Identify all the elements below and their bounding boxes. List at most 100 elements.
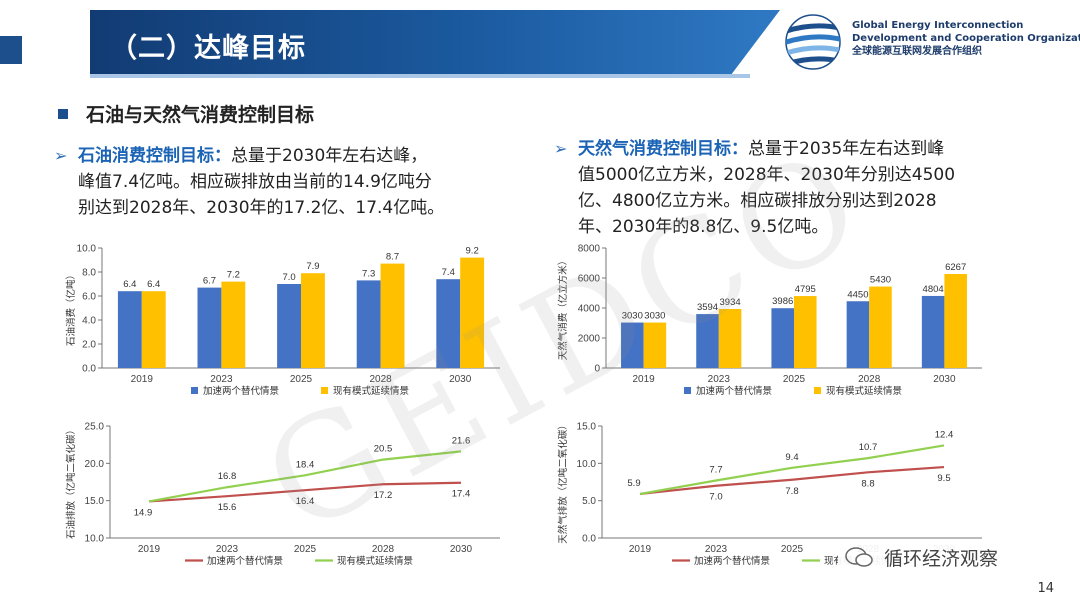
bar-value-label: 7.9 bbox=[306, 261, 319, 272]
bar-baseline bbox=[460, 257, 485, 368]
org-name-cn: 全球能源互联网发展合作组织 bbox=[852, 46, 982, 57]
bar-value-label: 3030 bbox=[622, 311, 643, 322]
y-axis-title: 石油排放（亿吨二氧化碳） bbox=[65, 425, 77, 539]
y-tick-label: 10.0 bbox=[577, 459, 597, 470]
title-banner bbox=[90, 10, 780, 74]
bar-value-label: 3934 bbox=[720, 297, 741, 308]
bar-baseline bbox=[643, 322, 667, 368]
point-value-label: 17.2 bbox=[374, 490, 393, 501]
legend-swatch bbox=[684, 387, 691, 394]
x-tick-label: 2025 bbox=[781, 544, 804, 555]
org-name-en-1: Global Energy Interconnection bbox=[852, 20, 1024, 31]
y-tick-label: 15.0 bbox=[577, 422, 597, 433]
bar-value-label: 6.7 bbox=[203, 276, 216, 287]
x-tick-label: 2030 bbox=[450, 544, 473, 555]
y-tick-label: 2000 bbox=[578, 334, 601, 345]
x-tick-label: 2023 bbox=[708, 374, 731, 385]
bar-value-label: 8.7 bbox=[386, 252, 399, 263]
x-tick-label: 2019 bbox=[138, 544, 161, 555]
series-line-accelerated bbox=[639, 465, 945, 496]
point-value-label: 18.4 bbox=[296, 459, 315, 470]
org-name: Global Energy Interconnection Developmen… bbox=[852, 19, 1080, 58]
y-tick-label: 8.0 bbox=[82, 268, 96, 279]
x-tick-label: 2019 bbox=[632, 374, 655, 385]
section-heading: 石油与天然气消费控制目标 bbox=[58, 100, 314, 127]
x-tick-label: 2030 bbox=[449, 374, 472, 385]
series-line-baseline bbox=[639, 444, 945, 496]
bar-accelerated bbox=[621, 322, 644, 368]
x-tick-label: 2025 bbox=[290, 374, 313, 385]
bar-accelerated bbox=[921, 295, 945, 368]
y-tick-label: 4.0 bbox=[82, 316, 96, 327]
bar-value-label: 6.4 bbox=[123, 279, 136, 290]
x-tick-label: 2023 bbox=[210, 374, 233, 385]
oil-target-label: 石油消费控制目标： bbox=[78, 146, 231, 166]
gas-consumption-chart: 0 2000 4000 6000 8000 2019 2023 2025 2028 2030 天然气… bbox=[557, 244, 982, 396]
bar-baseline bbox=[718, 308, 742, 368]
oil-emission-chart: 10.0 15.0 20.0 25.0 2019 2023 2025 2028 2030 石油排放… bbox=[65, 422, 500, 567]
bar-baseline bbox=[221, 281, 246, 368]
oil-target-line1: 总量于2030年左右达峰， bbox=[231, 146, 428, 166]
bar-accelerated bbox=[356, 280, 381, 368]
gas-target-label: 天然气消费控制目标： bbox=[578, 139, 748, 159]
y-axis-title: 天然气排放（亿吨二氧化碳） bbox=[557, 420, 569, 544]
page-title: （二）达峰目标 bbox=[110, 33, 306, 64]
gas-target-line2: 值5000亿立方米，2028年、2030年分别达4500 bbox=[578, 165, 956, 185]
point-value-label: 10.7 bbox=[859, 442, 878, 453]
series-line-accelerated bbox=[148, 481, 462, 503]
x-tick-label: 2019 bbox=[131, 374, 154, 385]
x-tick-label: 2023 bbox=[705, 544, 728, 555]
bar-value-label: 7.0 bbox=[282, 272, 295, 283]
bar-baseline bbox=[141, 291, 166, 368]
y-tick-label: 6.0 bbox=[82, 292, 96, 303]
series-line-baseline bbox=[148, 450, 462, 503]
arrow-bullet-icon: ➢ bbox=[54, 146, 68, 165]
bar-value-label: 5430 bbox=[870, 275, 891, 286]
point-value-label: 16.8 bbox=[218, 471, 237, 482]
arrow-bullet-icon: ➢ bbox=[554, 139, 568, 158]
title-underline bbox=[90, 74, 750, 78]
x-tick-label: 2028 bbox=[858, 374, 881, 385]
point-value-label: 9.4 bbox=[785, 452, 798, 463]
point-value-label: 15.6 bbox=[218, 502, 237, 513]
x-tick-label: 2028 bbox=[369, 374, 392, 385]
oil-target-line3: 别达到2028年、2030年的17.2亿、17.4亿吨。 bbox=[78, 198, 445, 218]
bar-value-label: 7.3 bbox=[362, 268, 375, 279]
bar-accelerated bbox=[117, 291, 142, 368]
y-axis-title: 天然气消费（亿立方米） bbox=[557, 256, 569, 361]
bar-value-label: 3986 bbox=[772, 296, 793, 307]
bar-accelerated bbox=[277, 284, 301, 368]
y-tick-label: 10.0 bbox=[85, 534, 105, 545]
gas-target-line1: 总量于2035年左右达到峰 bbox=[748, 139, 945, 159]
bar-value-label: 3594 bbox=[697, 302, 718, 313]
gas-target-text: ➢ 天然气消费控制目标：总量于2035年左右达到峰 值5000亿立方米，2028… bbox=[554, 136, 1058, 240]
y-tick-label: 0.0 bbox=[82, 364, 96, 375]
gas-target-line3: 亿、4800亿立方米。相应碳排放分别达到2028 bbox=[578, 191, 937, 211]
y-tick-label: 2.0 bbox=[82, 340, 96, 351]
bar-baseline bbox=[869, 286, 892, 368]
point-value-label: 14.9 bbox=[134, 507, 153, 518]
bar-accelerated bbox=[696, 314, 719, 368]
org-name-en-2: Development and Cooperation Organization bbox=[852, 33, 1080, 44]
bar-accelerated bbox=[197, 287, 222, 368]
y-tick-label: 0.0 bbox=[582, 534, 596, 545]
section-title: 石油与天然气消费控制目标 bbox=[86, 104, 315, 126]
bar-baseline bbox=[944, 273, 967, 368]
legend-label: 现有模式延续情景 bbox=[333, 385, 409, 396]
legend-label: 加速两个替代情景 bbox=[203, 385, 279, 396]
x-tick-label: 2019 bbox=[629, 544, 652, 555]
x-tick-label: 2028 bbox=[372, 544, 395, 555]
bar-value-label: 7.4 bbox=[442, 267, 455, 278]
bar-value-label: 4450 bbox=[847, 289, 868, 300]
bar-accelerated bbox=[846, 301, 870, 368]
bar-accelerated bbox=[436, 279, 461, 368]
x-tick-label: 2030 bbox=[933, 374, 956, 385]
bar-value-label: 4804 bbox=[923, 284, 944, 295]
point-value-label: 8.8 bbox=[861, 478, 874, 489]
y-tick-label: 25.0 bbox=[85, 422, 105, 433]
bar-baseline bbox=[301, 273, 325, 368]
wechat-watermark: 循环经济观察 bbox=[838, 540, 1076, 574]
legend-label: 加速两个替代情景 bbox=[207, 555, 283, 567]
y-tick-label: 5.0 bbox=[582, 496, 596, 507]
legend-label: 现有模式延续情景 bbox=[826, 385, 902, 396]
